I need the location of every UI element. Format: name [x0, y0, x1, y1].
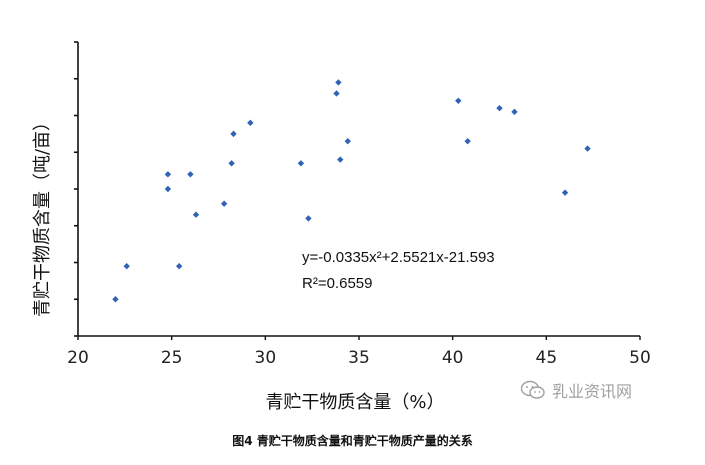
data-point: [175, 262, 183, 270]
data-point: [333, 90, 340, 97]
data-point: [123, 262, 130, 270]
data-point: [164, 171, 172, 178]
r-squared-label: R²=0.6559: [302, 275, 372, 292]
scatter-chart: 20 25 30 35 40 45 50 青贮干物质含量（%） 青贮干物质含量（吨/亩） y…: [32, 41, 651, 413]
x-tick-label: 20: [67, 348, 89, 368]
figure-caption: 图4 青贮干物质含量和青贮干物质产量的关系: [232, 434, 473, 448]
x-axis-title: 青贮干物质含量（%）: [265, 392, 444, 413]
x-tick-label: 50: [629, 348, 651, 368]
data-point: [220, 200, 228, 207]
tick-labels: 20 25 30 35 40 45 50: [67, 348, 651, 368]
data-point: [337, 156, 344, 163]
x-tick-label: 25: [161, 348, 183, 368]
data-point: [112, 296, 119, 303]
y-axis-title: 青贮干物质含量（吨/亩）: [32, 113, 53, 317]
data-point: [187, 171, 194, 178]
watermark: 乳业资讯网: [520, 378, 632, 402]
axes: [74, 41, 641, 340]
wechat-icon: [520, 380, 545, 399]
data-point: [230, 130, 237, 138]
data-point: [335, 79, 342, 86]
data-point: [297, 160, 305, 167]
data-point: [164, 185, 172, 193]
data-point: [561, 189, 569, 196]
x-tick-label: 40: [442, 348, 464, 368]
x-tick-label: 35: [348, 348, 370, 368]
data-point: [455, 97, 462, 104]
data-point: [496, 104, 503, 112]
data-point: [228, 160, 235, 167]
trendline-equation: y=-0.0335x²+2.5521x-21.593: [302, 249, 495, 266]
data-point: [584, 145, 591, 152]
x-tick-label: 45: [536, 348, 558, 368]
data-point: [192, 211, 200, 218]
watermark-text: 乳业资讯网: [552, 382, 633, 401]
data-point: [247, 119, 254, 127]
data-point: [305, 215, 312, 222]
data-point: [464, 138, 471, 145]
data-points: [112, 79, 591, 303]
x-tick-label: 30: [255, 348, 277, 368]
data-point: [511, 108, 518, 116]
data-point: [344, 138, 351, 145]
